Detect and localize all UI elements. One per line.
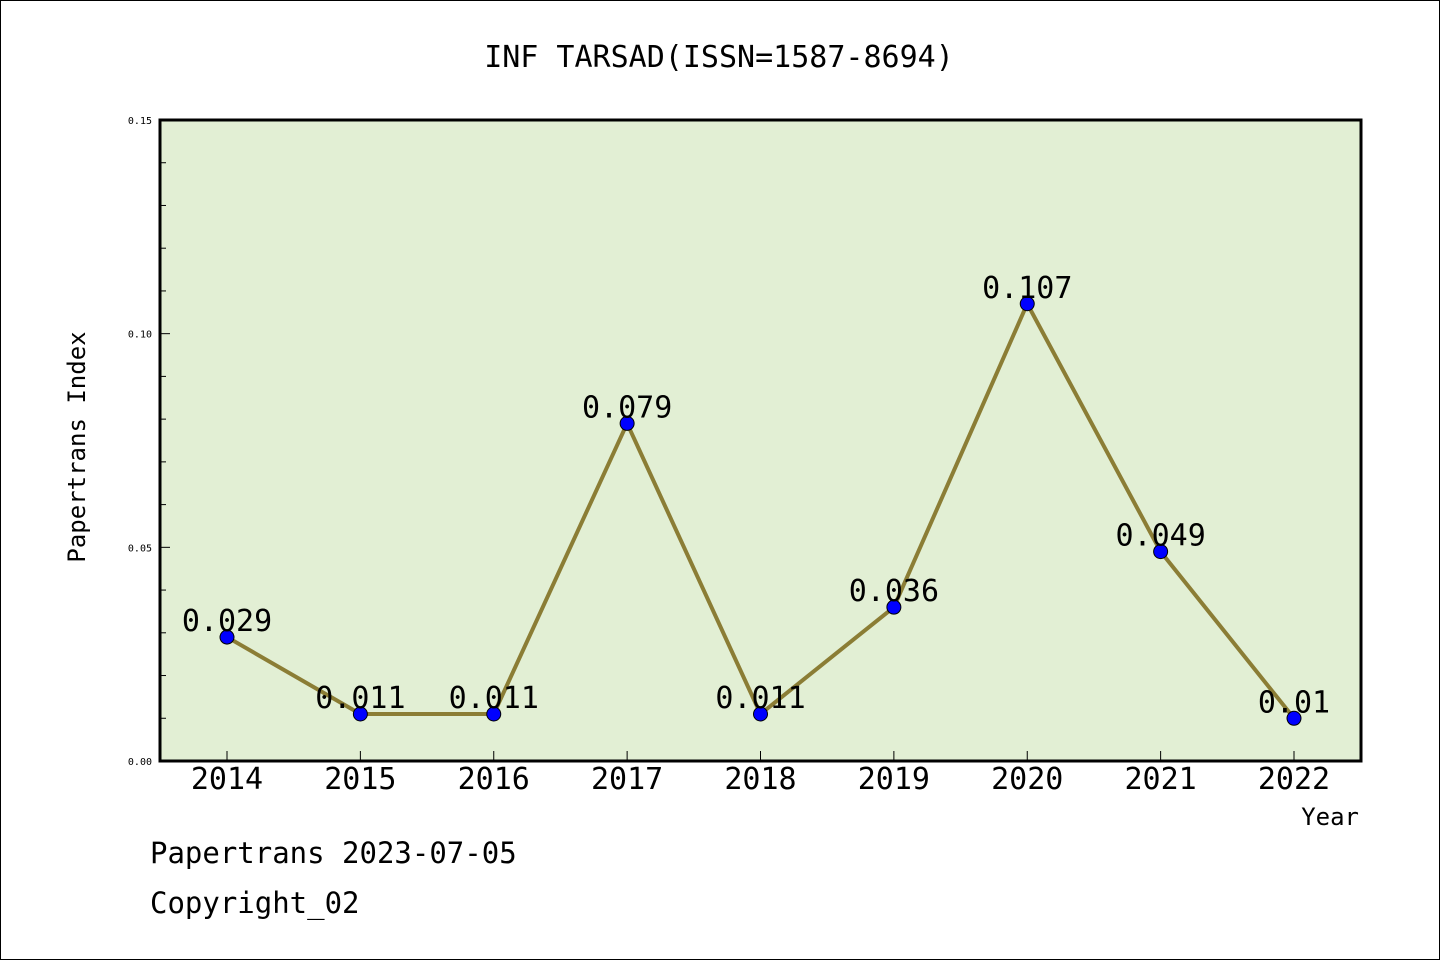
data-point	[219, 629, 235, 645]
data-point	[619, 415, 635, 431]
data-markers	[219, 296, 1302, 726]
chart-title: INF TARSAD(ISSN=1587-8694)	[484, 40, 954, 75]
y-tick-label: 0.15	[128, 116, 152, 127]
y-axis-label: Papertrans Index	[63, 331, 91, 562]
footer-date: Papertrans 2023-07-05	[150, 836, 517, 870]
data-label: 0.011	[715, 681, 805, 716]
footer-copyright: Copyright_02	[150, 886, 360, 921]
y-axis: 0.00 0.05 0.10 0.15	[128, 116, 170, 768]
data-label: 0.079	[582, 390, 672, 425]
data-label: 0.029	[182, 604, 272, 639]
data-point	[1286, 710, 1302, 726]
x-tick-label: 2017	[591, 762, 663, 797]
y-tick-label: 0.00	[128, 757, 152, 768]
data-label: 0.011	[449, 681, 539, 716]
x-tick-label: 2019	[858, 762, 930, 797]
data-label: 0.049	[1115, 519, 1205, 554]
data-point	[753, 706, 768, 722]
data-labels: 0.029 0.011 0.011 0.079 0.011 0.036 0.107 0.049…	[182, 271, 1330, 721]
data-point	[886, 599, 902, 615]
y-tick-label: 0.10	[128, 330, 152, 341]
x-axis: 2014 2015 2016 2017 2018 2019 2020 2021 2022	[191, 751, 1330, 797]
x-tick-label: 2015	[324, 762, 396, 797]
data-point	[352, 706, 368, 722]
x-axis-label: Year	[1301, 803, 1359, 831]
x-tick-label: 2014	[191, 762, 263, 797]
data-point	[1153, 544, 1169, 560]
data-label: 0.036	[849, 574, 939, 609]
data-label: 0.01	[1258, 685, 1330, 720]
y-tick-label: 0.05	[128, 543, 152, 554]
data-label: 0.107	[982, 271, 1072, 306]
data-point	[486, 706, 502, 722]
data-label: 0.011	[315, 681, 405, 716]
x-tick-label: 2020	[991, 762, 1063, 797]
x-tick-label: 2021	[1125, 762, 1197, 797]
x-tick-label: 2016	[458, 762, 530, 797]
plot-area	[158, 118, 1363, 763]
x-tick-label: 2022	[1258, 762, 1330, 797]
data-point	[1019, 296, 1035, 312]
x-tick-label: 2018	[724, 762, 796, 797]
